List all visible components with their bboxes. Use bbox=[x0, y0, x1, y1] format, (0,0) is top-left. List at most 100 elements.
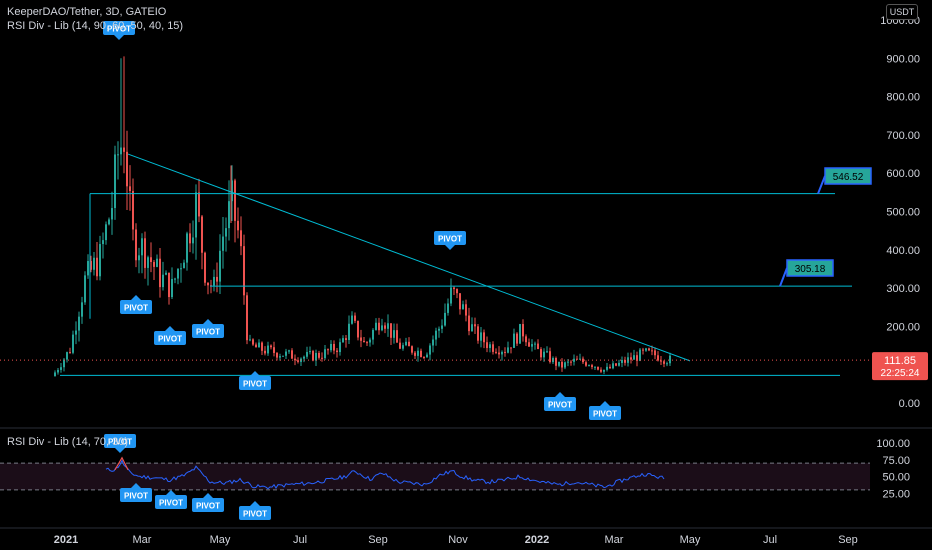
pivot-marker: PIVOT bbox=[239, 371, 271, 390]
candle-body bbox=[60, 367, 62, 370]
candle-body bbox=[324, 349, 326, 359]
candle-body bbox=[114, 154, 116, 209]
candle-body bbox=[444, 312, 446, 326]
pivot-marker: PIVOT bbox=[154, 326, 186, 345]
candle-body bbox=[648, 348, 650, 351]
candle-body bbox=[348, 323, 350, 340]
candle-body bbox=[618, 362, 620, 366]
price-tick-label: 400.00 bbox=[886, 245, 920, 257]
candle-body bbox=[252, 339, 254, 345]
time-tick-label: 2021 bbox=[54, 534, 78, 546]
pivot-label: PIVOT bbox=[438, 235, 462, 244]
candle-body bbox=[165, 272, 167, 275]
currency-button[interactable]: USDT bbox=[886, 4, 918, 20]
candle-body bbox=[366, 342, 368, 344]
candle-body bbox=[606, 366, 608, 370]
price-tag-bg bbox=[872, 352, 928, 381]
candle-body bbox=[501, 351, 503, 355]
price-tick-label: 900.00 bbox=[886, 53, 920, 65]
candle-body bbox=[312, 351, 314, 361]
candle-body bbox=[141, 238, 143, 256]
candle-body bbox=[405, 341, 407, 346]
candle-body bbox=[69, 352, 71, 354]
rsi-tick-label: 25.00 bbox=[882, 488, 910, 500]
candle-body bbox=[486, 342, 488, 348]
candle-body bbox=[222, 236, 224, 251]
candle-body bbox=[507, 347, 509, 353]
rsi-tick-label: 100.00 bbox=[876, 438, 910, 450]
pivot-arrow bbox=[114, 35, 124, 40]
candle-body bbox=[519, 324, 521, 344]
candle-body bbox=[510, 347, 512, 349]
candle-body bbox=[351, 315, 353, 324]
candle-body bbox=[651, 350, 653, 352]
pivot-marker: PIVOT bbox=[103, 21, 135, 40]
price-tick-label: 700.00 bbox=[886, 130, 920, 142]
candle-body bbox=[540, 349, 542, 358]
candle-body bbox=[246, 295, 248, 341]
candle-body bbox=[414, 352, 416, 356]
candle-body bbox=[81, 302, 83, 317]
pivot-marker: PIVOT bbox=[589, 401, 621, 420]
price-tag-countdown: 22:25:24 bbox=[881, 368, 920, 379]
pivot-arrow bbox=[165, 326, 175, 331]
candle-body bbox=[204, 252, 206, 283]
candle-body bbox=[441, 325, 443, 329]
candle-body bbox=[570, 361, 572, 363]
candle-body bbox=[477, 326, 479, 341]
candle-body bbox=[435, 330, 437, 340]
pivot-box bbox=[120, 300, 152, 314]
candle-body bbox=[54, 372, 56, 377]
candle-body bbox=[180, 268, 182, 270]
candle-body bbox=[57, 369, 59, 373]
price-tick-label: 500.00 bbox=[886, 207, 920, 219]
candle-body bbox=[546, 351, 548, 353]
candle-body bbox=[600, 369, 602, 372]
candle-body bbox=[621, 359, 623, 363]
callout-box bbox=[824, 167, 872, 185]
candle-body bbox=[201, 216, 203, 253]
price-tick-label: 800.00 bbox=[886, 92, 920, 104]
rsi-line bbox=[105, 459, 665, 490]
time-tick-label: Nov bbox=[448, 534, 468, 546]
pivot-arrow bbox=[166, 490, 176, 495]
candle-body bbox=[108, 219, 110, 225]
candle-body bbox=[636, 355, 638, 361]
pivot-label: PIVOT bbox=[124, 304, 148, 313]
candle-body bbox=[384, 325, 386, 329]
rsi-band-fill bbox=[0, 463, 870, 490]
candle-body bbox=[291, 350, 293, 359]
pivot-label: PIVOT bbox=[243, 380, 267, 389]
candle-body bbox=[318, 352, 320, 358]
pivot-arrow bbox=[600, 401, 610, 406]
candle-body bbox=[93, 257, 95, 270]
price-tick-label: 300.00 bbox=[886, 283, 920, 295]
candle-body bbox=[555, 358, 557, 366]
candle-body bbox=[231, 180, 233, 202]
candle-body bbox=[588, 365, 590, 367]
candle-body bbox=[321, 357, 323, 359]
candle-body bbox=[399, 342, 401, 349]
pivot-arrow bbox=[250, 371, 260, 376]
time-tick-label: 2022 bbox=[525, 534, 549, 546]
candle-body bbox=[171, 278, 173, 298]
candle-body bbox=[537, 343, 539, 350]
candle-body bbox=[465, 304, 467, 316]
price-tick-label: 0.00 bbox=[899, 398, 920, 410]
pivot-arrow bbox=[203, 493, 213, 498]
time-tick-label: May bbox=[210, 534, 231, 546]
time-tick-label: May bbox=[680, 534, 701, 546]
candle-body bbox=[297, 360, 299, 362]
rsi-pivot-marker: PIVOT bbox=[120, 483, 152, 502]
candle-body bbox=[387, 323, 389, 329]
candle-body bbox=[135, 229, 137, 261]
pivot-arrow bbox=[445, 245, 455, 250]
candle-body bbox=[87, 261, 89, 276]
candle-body bbox=[564, 362, 566, 368]
pivot-box bbox=[154, 331, 186, 345]
pivot-box bbox=[104, 434, 136, 448]
candle-body bbox=[195, 192, 197, 238]
candle-body bbox=[315, 352, 317, 361]
